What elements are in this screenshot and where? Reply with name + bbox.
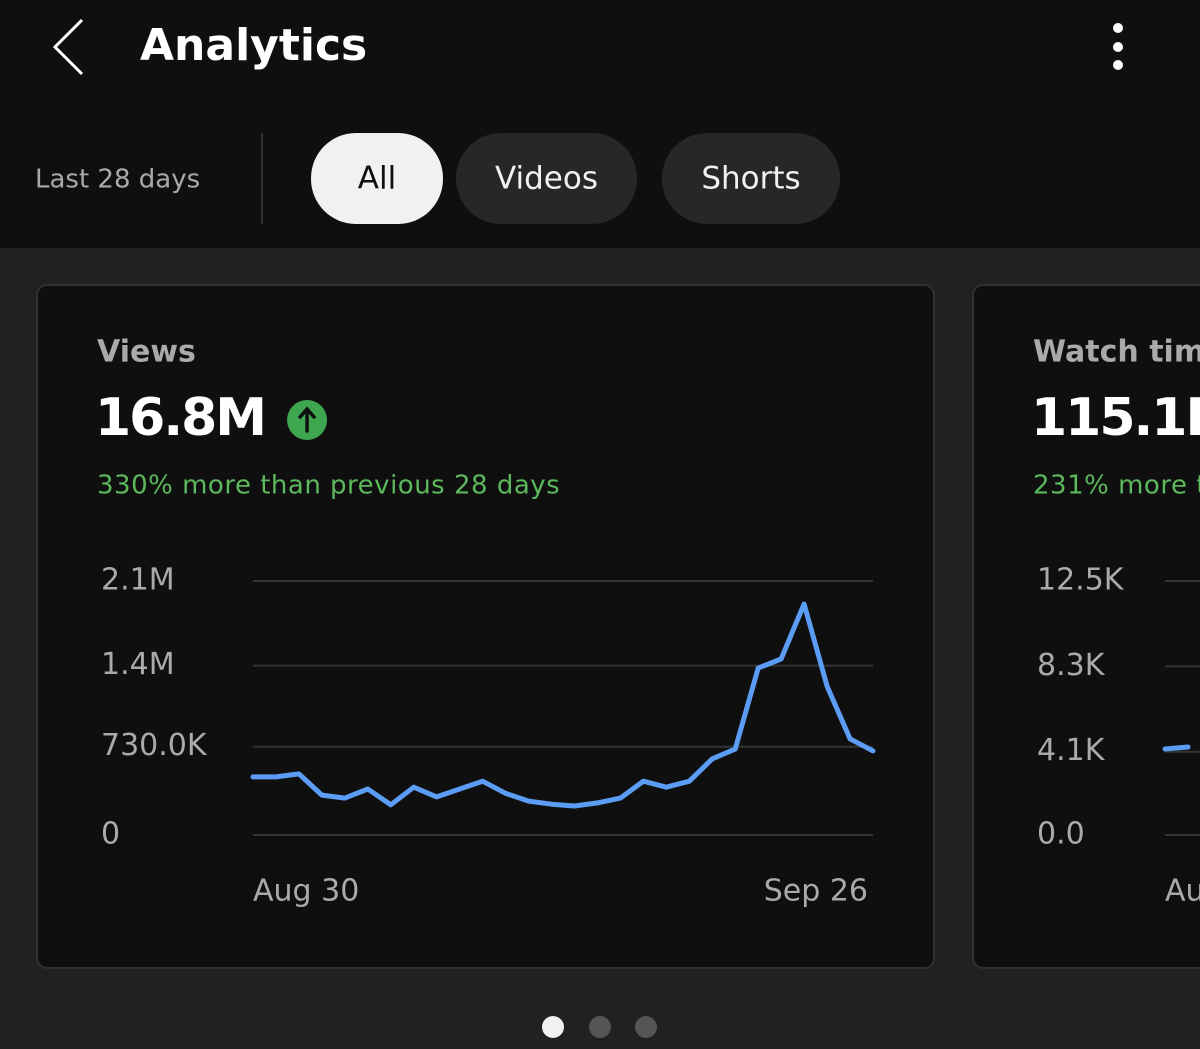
card-value: 16.8M — [95, 388, 265, 448]
card-title: Watch time — [1033, 335, 1200, 370]
tab-background — [311, 133, 443, 224]
more-menu[interactable] — [1113, 23, 1123, 70]
y-tick-label: 8.3K — [1037, 648, 1106, 683]
y-tick-label: 12.5K — [1037, 563, 1125, 598]
card-change: 330% more than previous 28 days — [97, 471, 560, 501]
card-background — [972, 284, 1200, 969]
y-tick-label: 4.1K — [1037, 733, 1106, 768]
page-title: Analytics — [140, 20, 367, 71]
menu-dot — [1113, 42, 1123, 52]
tab-background — [456, 133, 637, 224]
y-tick-label: 0 — [101, 817, 120, 852]
card-title: Views — [97, 335, 196, 370]
tab[interactable]: All — [311, 133, 443, 224]
tab-label: All — [358, 161, 396, 197]
metric-card[interactable]: Views 16.8M 330% more than previous 28 day… — [36, 284, 935, 969]
data-line — [1162, 744, 1191, 752]
card-value: 115.1K — [1031, 388, 1200, 448]
tab-background — [662, 133, 840, 224]
tab-label: Shorts — [701, 161, 800, 197]
menu-dot — [1113, 23, 1123, 33]
x-tick-label: Aug 30 — [253, 874, 359, 909]
y-tick-label: 1.4M — [101, 647, 175, 682]
card-background — [36, 284, 935, 969]
metric-card[interactable]: Watch time 115.1K 231% more than previous … — [972, 284, 1200, 969]
trend-arrow — [298, 406, 316, 433]
pager-dot[interactable] — [589, 1016, 611, 1038]
back-button[interactable] — [52, 18, 84, 76]
card-change: 231% more than previous 28 days — [1033, 471, 1200, 501]
data-line — [250, 601, 876, 809]
tab[interactable]: Videos — [456, 133, 637, 224]
tab[interactable]: Shorts — [662, 133, 840, 224]
y-tick-label: 730.0K — [101, 728, 208, 763]
pager-dot[interactable] — [635, 1016, 657, 1038]
pager-dot[interactable] — [542, 1016, 564, 1038]
x-tick-label: Aug 30 — [1165, 874, 1200, 909]
tab-label: Videos — [495, 161, 598, 197]
menu-dot — [1113, 60, 1123, 70]
tabs: All Videos Shorts — [311, 133, 840, 224]
y-tick-label: 2.1M — [101, 563, 175, 598]
x-tick-label: Sep 26 — [764, 874, 868, 909]
y-tick-label: 0.0 — [1037, 817, 1085, 852]
cards: Views 16.8M 330% more than previous 28 day… — [36, 284, 1200, 969]
period-selector[interactable]: Last 28 days — [35, 165, 200, 195]
